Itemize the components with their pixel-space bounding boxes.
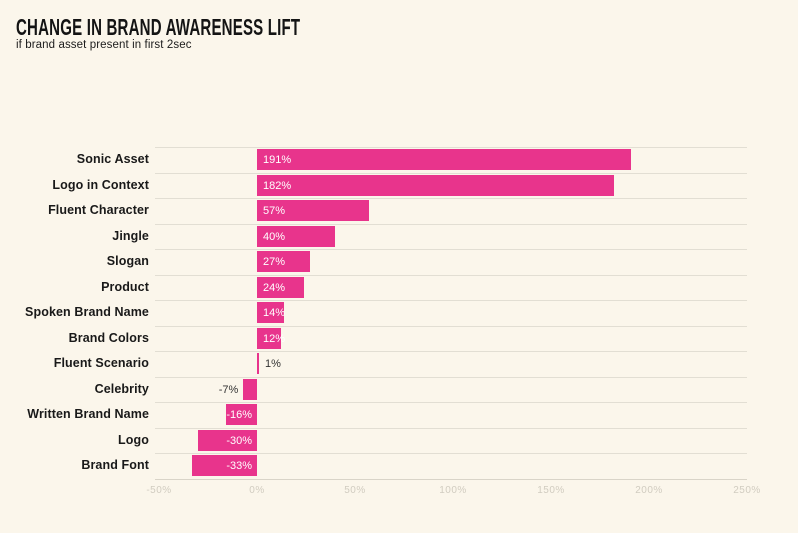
category-label: Written Brand Name	[27, 407, 149, 421]
bar-row: Brand Colors 12%	[5, 325, 747, 352]
gridline	[155, 147, 747, 148]
x-tick-label: 100%	[439, 484, 467, 496]
bar	[225, 404, 257, 425]
row-plot: -33%	[155, 453, 747, 479]
gridline	[155, 402, 747, 403]
x-tick-label: 50%	[344, 484, 366, 496]
bar-rows: Sonic Asset 191% Logo in Context 182% Fluent…	[5, 147, 747, 479]
bar-row: Fluent Scenario 1%	[5, 351, 747, 377]
gridline	[155, 300, 747, 301]
gridline	[155, 453, 747, 454]
row-plot: 191%	[155, 147, 747, 173]
row-plot: 27%	[155, 249, 747, 275]
bar	[257, 353, 259, 374]
category-label: Sonic Asset	[76, 152, 149, 166]
bar	[243, 378, 257, 400]
value-label: -7%	[218, 383, 239, 396]
bar	[257, 276, 305, 298]
bar	[257, 174, 614, 196]
gridline	[155, 223, 747, 225]
gridline	[155, 172, 747, 174]
gridline	[155, 351, 747, 352]
row-plot: 40%	[155, 223, 747, 250]
bar-row: Slogan 27%	[5, 249, 747, 275]
value-label: -33%	[226, 460, 252, 472]
category-label: Fluent Scenario	[53, 356, 149, 370]
bar-row: Celebrity -7%	[5, 376, 747, 403]
x-tick-label: -50%	[146, 484, 172, 496]
category-label: Logo in Context	[52, 177, 149, 192]
category-label: Brand Font	[81, 458, 149, 472]
x-tick-label: 200%	[635, 484, 663, 496]
gridline	[155, 325, 747, 327]
category-label: Fluent Character	[48, 203, 149, 217]
value-label: 1%	[264, 358, 281, 370]
bar-row: Logo -30%	[5, 427, 747, 454]
category-label: Jingle	[112, 228, 149, 243]
value-label: 40%	[263, 230, 286, 243]
category-label: Product	[101, 279, 149, 294]
row-plot: 182%	[155, 172, 747, 199]
bar-row: Jingle 40%	[5, 223, 747, 250]
category-label: Spoken Brand Name	[25, 305, 149, 319]
row-plot: -16%	[155, 402, 747, 428]
gridline	[155, 249, 747, 250]
bar-row: Fluent Character 57%	[5, 198, 747, 224]
category-label: Logo	[118, 432, 149, 447]
bar	[257, 327, 281, 349]
chart-subtitle: if brand asset present in first 2sec	[16, 39, 192, 51]
gridline	[155, 427, 747, 429]
row-plot: -7%	[155, 376, 747, 403]
row-plot: -30%	[155, 427, 747, 454]
gridline	[155, 376, 747, 378]
bar-row: Written Brand Name -16%	[5, 402, 747, 428]
bar	[198, 429, 257, 451]
bar-row: Product 24%	[5, 274, 747, 301]
x-tick-label: 0%	[249, 484, 265, 496]
bar	[257, 200, 369, 221]
bar-row: Sonic Asset 191%	[5, 147, 747, 173]
value-label: 182%	[263, 179, 292, 192]
bar-row: Spoken Brand Name 14%	[5, 300, 747, 326]
value-label: 14%	[263, 307, 286, 319]
value-label: 57%	[263, 205, 286, 217]
bar	[192, 455, 257, 476]
value-label: 27%	[263, 256, 286, 268]
bar-chart: Sonic Asset 191% Logo in Context 182% Fluent…	[5, 147, 760, 502]
value-label: 191%	[263, 154, 292, 166]
gridline	[155, 198, 747, 199]
bar	[257, 302, 285, 323]
row-plot: 12%	[155, 325, 747, 352]
category-label: Celebrity	[94, 381, 149, 396]
row-plot: 14%	[155, 300, 747, 326]
category-label: Slogan	[106, 254, 149, 268]
bar	[257, 149, 632, 170]
bar	[257, 251, 310, 272]
bar-row: Brand Font -33%	[5, 453, 747, 479]
x-axis: -50% 0% 50% 100% 150% 200% 250%	[146, 478, 760, 502]
bar-row: Logo in Context 182%	[5, 172, 747, 199]
chart-title-text: CHANGE IN BRAND AWARENESS LIFT	[16, 14, 301, 40]
row-plot: 1%	[155, 351, 747, 377]
value-label: -16%	[226, 409, 252, 421]
value-label: 24%	[263, 281, 286, 294]
value-label: -30%	[226, 434, 252, 447]
gridline	[155, 274, 747, 276]
bar	[257, 225, 336, 247]
x-tick-label: 250%	[733, 484, 761, 496]
category-label: Brand Colors	[68, 330, 149, 345]
row-plot: 24%	[155, 274, 747, 301]
value-label: 12%	[263, 332, 286, 345]
row-plot: 57%	[155, 198, 747, 224]
chart-title: CHANGE IN BRAND AWARENESS LIFT	[16, 6, 460, 40]
x-tick-label: 150%	[537, 484, 565, 496]
